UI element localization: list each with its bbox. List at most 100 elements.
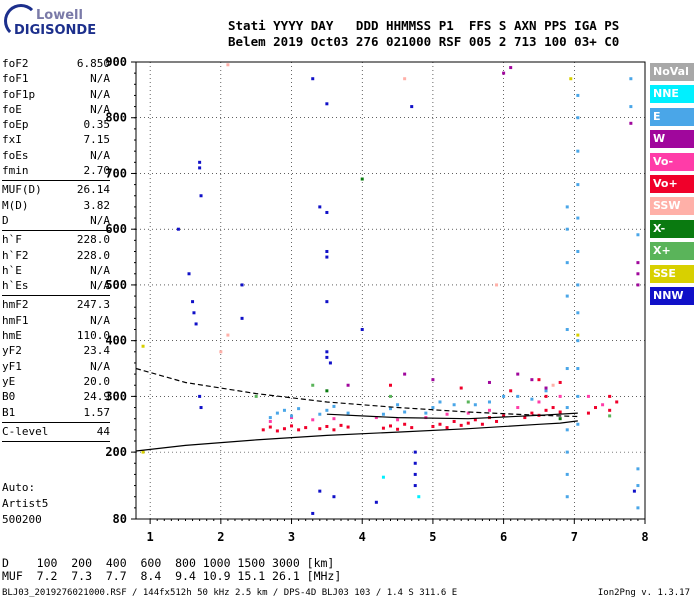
param-value: N/A: [90, 72, 110, 86]
param-row: C-level 44: [2, 424, 110, 439]
param-name: fxI: [2, 133, 22, 147]
echo-point: [565, 205, 569, 209]
echo-point: [240, 283, 244, 287]
station-header: Stati YYYY DAY DDD HHMMSS P1 FFS S AXN P…: [228, 18, 619, 50]
echo-point: [413, 450, 417, 454]
echo-point: [452, 419, 456, 423]
echo-point: [332, 404, 336, 408]
param-name: foEs: [2, 148, 29, 162]
trace-curve: [326, 412, 578, 420]
echo-point: [576, 93, 580, 97]
echo-point: [240, 316, 244, 320]
echo-point: [487, 380, 491, 384]
echo-point: [466, 400, 470, 404]
echo-point: [381, 426, 385, 430]
param-name: hmF2: [2, 298, 29, 312]
echo-point: [576, 422, 580, 426]
param-row: D N/A: [2, 213, 110, 228]
echo-point: [199, 406, 203, 410]
echo-point: [194, 322, 198, 326]
echo-point: [424, 411, 428, 415]
header-values: Belem 2019 Oct03 276 021000 RSF 005 2 71…: [228, 34, 620, 49]
echo-point: [473, 403, 477, 407]
echo-point: [509, 389, 513, 393]
echo-point: [558, 410, 562, 414]
param-name: MUF(D): [2, 183, 42, 197]
muf-freq-values: 7.2 7.3 7.7 8.4 9.4 10.9 15.1 26.1 [MHz]: [36, 569, 342, 583]
echo-point: [516, 394, 520, 398]
echo-point: [198, 160, 202, 164]
echo-point: [431, 378, 435, 382]
x-tick-label: 1: [147, 530, 154, 544]
profile-curve-dashed: [135, 367, 578, 418]
echo-point: [576, 339, 580, 343]
echo-point: [576, 333, 580, 337]
x-tick-label: 7: [571, 530, 578, 544]
echo-point: [374, 500, 378, 504]
echo-point: [502, 414, 506, 418]
echo-point: [176, 227, 180, 231]
y-tick-label: 900: [105, 55, 127, 69]
param-value: 228.0: [76, 248, 110, 262]
param-name: foE: [2, 102, 22, 116]
echo-point: [332, 428, 336, 432]
echo-point: [544, 389, 548, 393]
param-name: hmF1: [2, 313, 29, 327]
echo-point: [413, 484, 417, 488]
echo-point: [325, 389, 329, 393]
param-name: foF2: [2, 57, 29, 70]
param-value: 228.0: [76, 233, 110, 247]
echo-point: [389, 394, 392, 398]
echo-point: [565, 367, 569, 371]
param-name: hmE: [2, 329, 22, 343]
param-row: yE 20.0: [2, 374, 110, 389]
echo-point: [615, 400, 619, 404]
muf-distance-values: 100 200 400 600 800 1000 1500 3000 [km]: [36, 556, 335, 570]
echo-point: [459, 386, 463, 390]
y-tick-label: 500: [105, 278, 127, 292]
param-value: 3.82: [83, 198, 111, 212]
echo-point: [487, 408, 491, 412]
echo-point: [226, 333, 230, 337]
echo-point: [565, 261, 569, 265]
echo-point: [565, 472, 569, 476]
x-tick-label: 3: [288, 530, 295, 544]
echo-point: [325, 210, 329, 214]
echo-point: [438, 422, 442, 426]
echo-point: [576, 249, 580, 253]
echo-point: [311, 77, 315, 81]
param-row: foEs N/A: [2, 148, 110, 163]
echo-point: [403, 410, 407, 414]
echo-point: [576, 183, 580, 187]
echo-point: [466, 421, 470, 425]
echo-point: [576, 367, 580, 371]
echo-point: [318, 412, 322, 416]
param-value: N/A: [90, 87, 110, 101]
echo-point: [636, 484, 640, 488]
echo-point: [544, 394, 548, 398]
echo-point: [325, 102, 329, 106]
echo-point: [576, 216, 580, 220]
echo-point: [544, 408, 548, 412]
echo-point: [576, 394, 580, 398]
param-name: h`F: [2, 233, 22, 247]
param-value: N/A: [90, 102, 110, 116]
param-name: yE: [2, 374, 16, 388]
param-row: B1 1.57: [2, 405, 110, 420]
echo-point: [198, 166, 202, 170]
echo-point: [608, 394, 612, 398]
echo-point: [523, 416, 527, 420]
param-name: yF2: [2, 344, 22, 358]
logo-line1: Lowell: [36, 8, 83, 23]
legend-item-ssw: SSW: [650, 197, 694, 216]
echo-point: [268, 416, 272, 420]
echo-point: [290, 416, 294, 420]
param-value: N/A: [90, 213, 110, 227]
param-group-3: h`F 228.0 h`F2 228.0 h`E N/A h`Es N/A: [2, 232, 110, 293]
echo-point: [360, 328, 364, 332]
echo-point: [565, 294, 569, 298]
echo-point: [608, 414, 612, 418]
param-row: hmF2 247.3: [2, 297, 110, 312]
echo-point: [636, 261, 640, 265]
legend-item-w: W: [650, 130, 694, 149]
